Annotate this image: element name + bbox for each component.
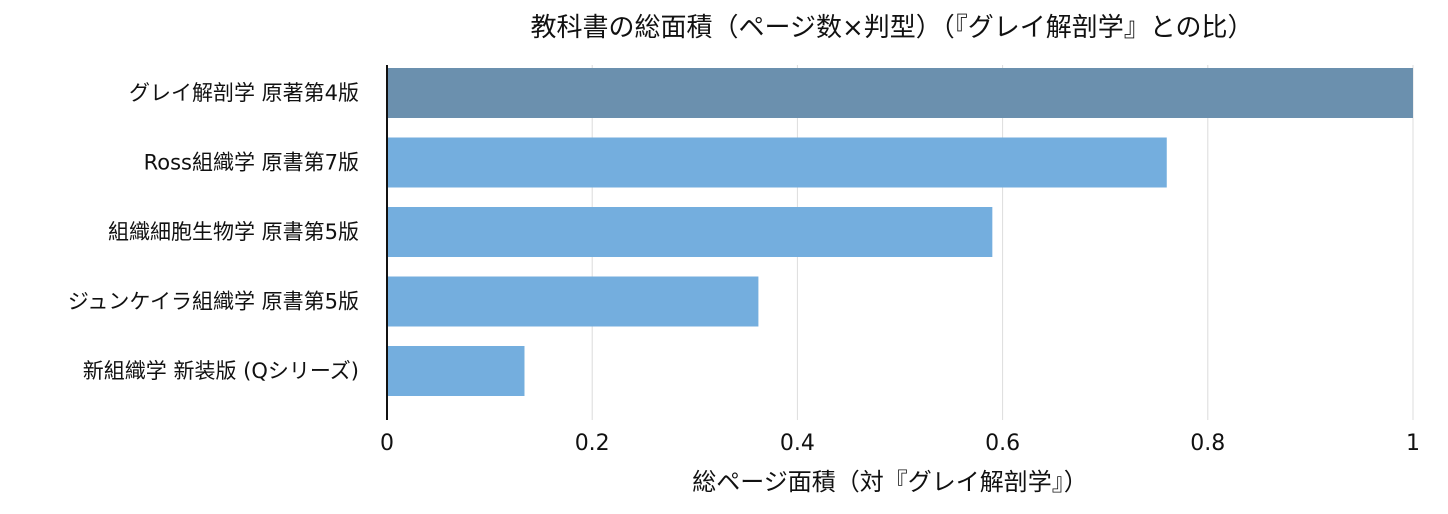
- bar-1: [388, 137, 1167, 188]
- category-label: ジュンケイラ組織学 原書第5版: [68, 290, 359, 314]
- gridlines: [591, 65, 1414, 420]
- x-tick-label: 1: [1406, 431, 1420, 456]
- x-tick-label: 0: [380, 431, 394, 456]
- x-tick-label: 0.8: [1190, 431, 1225, 456]
- bar-3: [388, 276, 759, 327]
- bars: [388, 68, 1413, 396]
- bar-4: [388, 346, 525, 396]
- category-label: グレイ解剖学 原著第4版: [129, 81, 359, 105]
- x-tick-labels: 0 0.2 0.4 0.6 0.8 1: [380, 431, 1420, 456]
- x-axis-title: 総ページ面積（対『グレイ解剖学』）: [692, 468, 1088, 496]
- bar-2: [388, 207, 993, 257]
- category-label: Ross組織学 原書第7版: [144, 151, 359, 175]
- bar-0: [388, 68, 1413, 118]
- x-tick-label: 0.4: [780, 431, 815, 456]
- category-label: 組織細胞生物学 原書第5版: [108, 220, 359, 244]
- category-label: 新組織学 新装版 (Qシリーズ): [83, 359, 359, 383]
- x-tick-label: 0.2: [575, 431, 610, 456]
- x-tick-label: 0.6: [985, 431, 1020, 456]
- chart-title: 教科書の総面積（ページ数×判型）（『グレイ解剖学』との比）: [530, 13, 1253, 43]
